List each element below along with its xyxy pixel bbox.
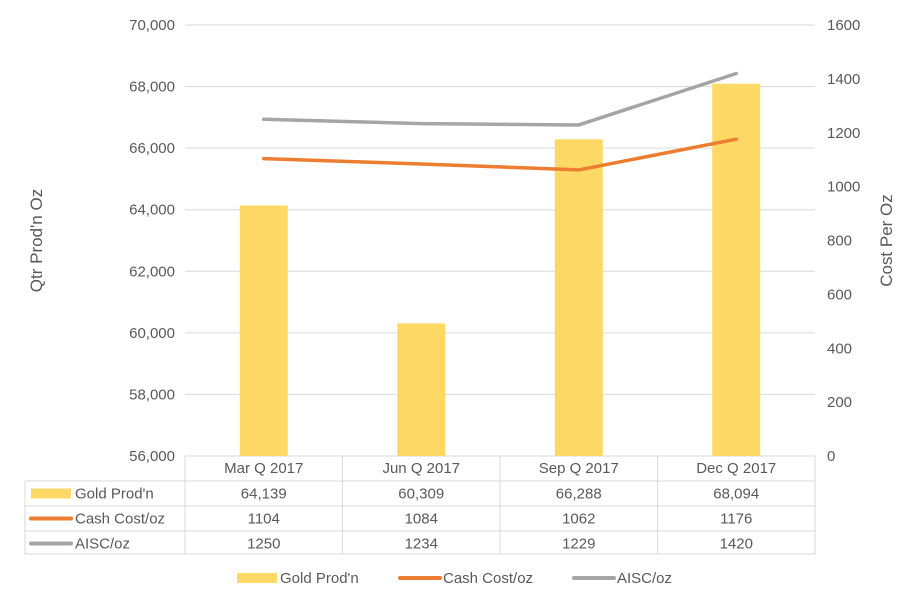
y-tick-label: 56,000 <box>129 448 175 465</box>
y2-tick-label: 800 <box>827 233 852 250</box>
y2-tick-label: 1400 <box>827 71 860 88</box>
y2-tick-label: 1600 <box>827 17 860 34</box>
table-cell-value: 64,139 <box>241 486 287 503</box>
table-cell-value: 68,094 <box>713 486 759 503</box>
y-axis-title: Qtr Prod'n Oz <box>27 189 46 292</box>
series-line <box>262 137 738 172</box>
bar <box>397 323 446 456</box>
y-tick-label: 60,000 <box>129 325 175 342</box>
y-tick-label: 68,000 <box>129 79 175 96</box>
table-series-name: AISC/oz <box>75 536 130 553</box>
legend-label: Gold Prod'n <box>280 570 359 587</box>
table-cell-value: 1234 <box>405 536 438 553</box>
x-tick-label: Dec Q 2017 <box>696 460 776 477</box>
table-series-name: Cash Cost/oz <box>75 511 165 528</box>
bar <box>239 205 288 456</box>
legend-label: Cash Cost/oz <box>443 570 533 587</box>
table-cell-value: 1104 <box>248 511 280 528</box>
y2-tick-label: 400 <box>827 340 852 357</box>
x-tick-label: Sep Q 2017 <box>539 460 619 477</box>
table-cell-value: 1062 <box>562 511 595 528</box>
table-cell-value: 1084 <box>405 511 438 528</box>
legend-key <box>237 573 277 583</box>
y-tick-label: 70,000 <box>129 17 175 34</box>
y-tick-label: 64,000 <box>129 202 175 219</box>
series-line <box>262 71 738 127</box>
table-legend-key <box>31 488 71 499</box>
y2-tick-label: 0 <box>827 448 835 465</box>
table-cell-value: 1250 <box>247 536 280 553</box>
y2-tick-label: 200 <box>827 394 852 411</box>
table-cell-value: 66,288 <box>556 486 602 503</box>
bar <box>554 139 603 457</box>
x-tick-label: Mar Q 2017 <box>224 460 303 477</box>
y-tick-label: 66,000 <box>129 140 175 157</box>
bar <box>712 83 761 456</box>
y2-tick-label: 1200 <box>827 125 860 142</box>
y2-axis-title: Cost Per Oz <box>877 194 896 287</box>
y-tick-label: 62,000 <box>129 263 175 280</box>
table-cell-value: 1176 <box>720 511 752 528</box>
table-cell-value: 1420 <box>720 536 753 553</box>
y2-tick-label: 600 <box>827 286 852 303</box>
y-tick-label: 58,000 <box>129 386 175 403</box>
x-tick-label: Jun Q 2017 <box>382 460 460 477</box>
table-series-name: Gold Prod'n <box>75 486 154 503</box>
legend-label: AISC/oz <box>617 570 672 587</box>
y2-tick-label: 1000 <box>827 179 860 196</box>
table-cell-value: 60,309 <box>398 486 444 503</box>
table-cell-value: 1229 <box>562 536 595 553</box>
